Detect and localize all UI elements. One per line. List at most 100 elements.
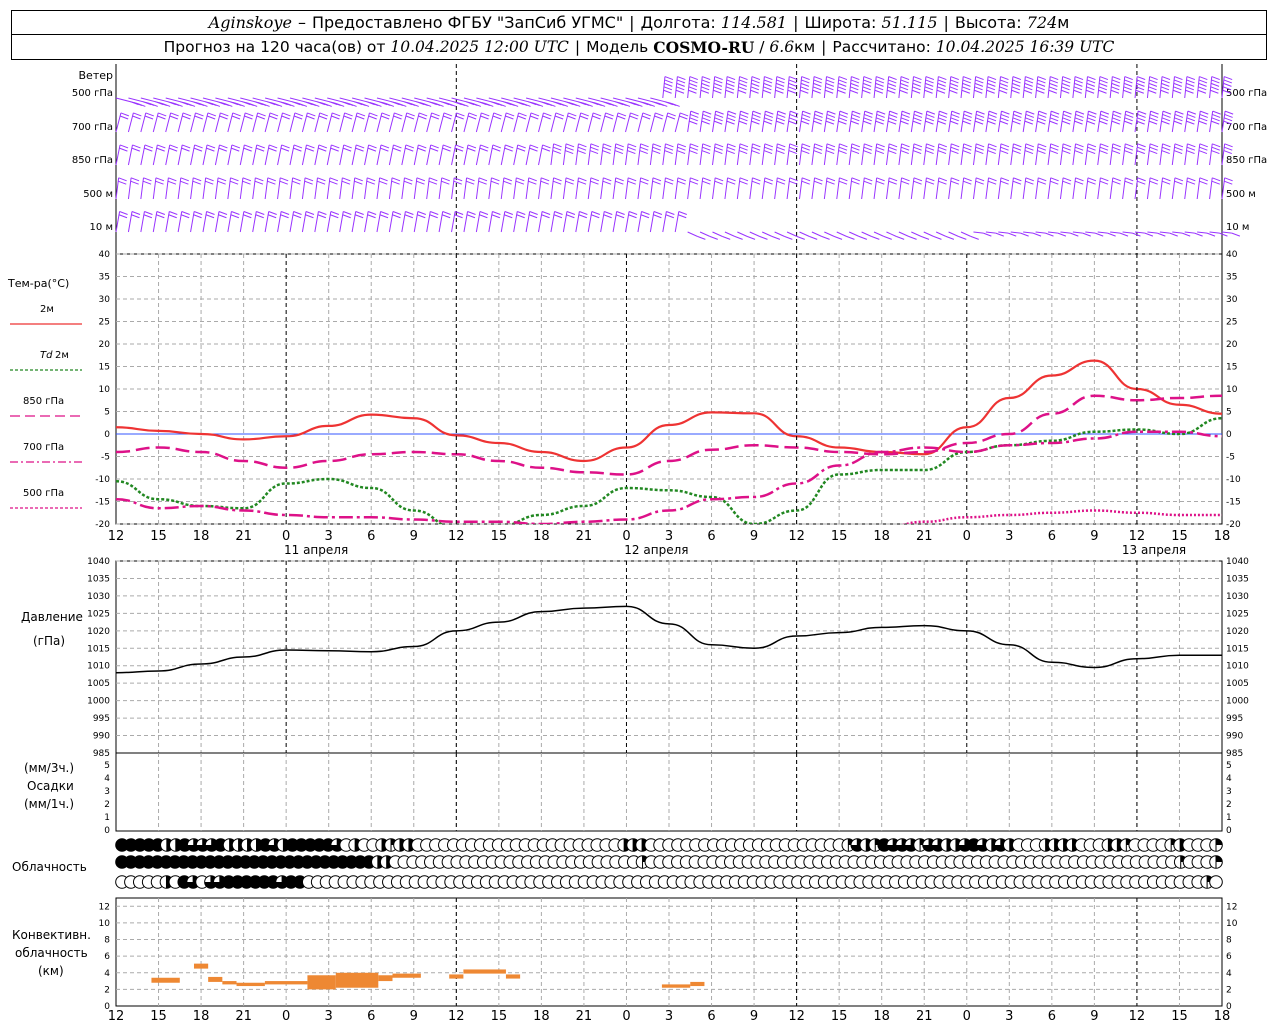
- wind-barb-feather: [332, 112, 341, 117]
- hour-tick-label: 3: [1005, 529, 1013, 544]
- wind-barb: [1122, 76, 1133, 99]
- wind-barb-shaft: [823, 177, 828, 200]
- wind-barb: [798, 143, 811, 166]
- wind-barb: [948, 143, 960, 166]
- wind-barb: [252, 177, 264, 200]
- wind-barb-feather: [130, 180, 139, 185]
- wind-barb-feather: [242, 177, 252, 182]
- wind-barb: [1047, 177, 1059, 200]
- wind-barb-shaft: [649, 211, 655, 233]
- wind-barb: [426, 211, 439, 233]
- wind-barb-shaft: [1022, 143, 1027, 166]
- wind-barb-shaft: [749, 143, 753, 166]
- wind-barb-feather: [963, 146, 972, 151]
- wind-barb-shaft: [711, 177, 716, 200]
- wind-barb-feather: [937, 86, 946, 91]
- wind-barb: [662, 211, 675, 233]
- hour-tick-label: 3: [665, 529, 673, 544]
- wind-barb-shaft: [1047, 177, 1052, 200]
- wind-barb-feather: [1036, 82, 1046, 87]
- conv-ytick-right: 6: [1226, 952, 1232, 962]
- wind-barb: [202, 211, 215, 233]
- wind-barb-feather: [503, 101, 512, 106]
- wind-barb: [1010, 76, 1022, 99]
- wind-barb-feather: [813, 117, 823, 122]
- precip-ytick: 2: [104, 800, 110, 810]
- wind-barb-feather: [752, 110, 762, 115]
- wind-barb-feather: [999, 82, 1008, 87]
- wind-barb-feather: [913, 180, 922, 185]
- wind-barb: [960, 177, 972, 200]
- wind-barb-shaft: [388, 177, 393, 200]
- wind-barb-shaft: [898, 143, 903, 166]
- wind-barb-feather: [515, 180, 525, 185]
- wind-barb-feather: [1037, 146, 1046, 151]
- wind-barb-shaft: [687, 177, 691, 200]
- wind-barb-feather: [995, 232, 1004, 237]
- wind-barb: [252, 211, 265, 233]
- wind-barb: [761, 177, 774, 200]
- wind-barb-feather: [193, 147, 203, 152]
- wind-barb-shaft: [388, 112, 395, 133]
- wind-barb-feather: [1186, 82, 1195, 87]
- wind-barb-shaft: [972, 143, 977, 166]
- wind-barb-shaft: [960, 177, 965, 200]
- wind-barb-feather: [912, 86, 921, 91]
- wind-barb: [500, 177, 513, 200]
- hour-tick-label: 15: [831, 529, 848, 544]
- wind-barb-feather: [1161, 76, 1171, 81]
- wind-barb: [277, 211, 290, 233]
- wind-barb-feather: [441, 177, 450, 182]
- wind-barb: [811, 143, 823, 166]
- wind-barb: [550, 112, 565, 133]
- wind-barb-feather: [342, 177, 351, 182]
- wind-barb-feather: [1038, 113, 1047, 118]
- wind-barb-feather: [145, 112, 154, 117]
- wind-barb-feather: [664, 101, 674, 106]
- precip-ytick: 5: [104, 761, 110, 771]
- wind-barb: [115, 112, 130, 133]
- hour-tick-label-bottom: 21: [235, 1009, 252, 1024]
- wind-barb-feather: [750, 89, 759, 94]
- wind-barb: [761, 110, 774, 133]
- pressure-yunit: (гПа): [33, 634, 65, 648]
- wind-barb: [463, 112, 478, 133]
- wind-barb-shaft: [376, 177, 381, 200]
- hour-tick-label-bottom: 15: [831, 1009, 848, 1024]
- wind-barb-shaft: [923, 231, 934, 237]
- wind-barb-feather: [951, 113, 960, 118]
- wind-barb-feather: [431, 112, 440, 117]
- temp-ytick-right: 35: [1226, 273, 1237, 283]
- wind-barb-shaft: [948, 177, 952, 200]
- wind-barb-shaft: [935, 143, 940, 166]
- wind-barb-shaft: [301, 211, 307, 233]
- wind-barb-feather: [838, 117, 848, 122]
- precip-ytick-right: 1: [1226, 813, 1232, 823]
- wind-barb-shaft: [388, 144, 394, 166]
- wind-barb-feather: [874, 86, 884, 91]
- wind-barb-feather: [1037, 79, 1046, 84]
- wind-barb: [202, 177, 214, 200]
- cloud-circle: [1209, 875, 1223, 889]
- wind-barb-feather: [739, 143, 749, 148]
- wind-barb-feather: [796, 235, 805, 240]
- wind-barb-feather: [355, 144, 365, 149]
- wind-barb-feather: [777, 113, 786, 118]
- wind-barb-feather: [888, 76, 897, 81]
- wind-barb-feather: [417, 147, 426, 152]
- wind-barb-feather: [356, 115, 365, 120]
- wind-barb-feather: [871, 235, 880, 240]
- wind-barb-feather: [1025, 180, 1034, 185]
- wind-barb-shaft: [277, 211, 282, 233]
- wind-level-label-right: 500 м: [1226, 189, 1256, 200]
- wind-barb-feather: [1062, 117, 1071, 122]
- wind-barb: [463, 97, 494, 107]
- wind-barb-feather: [403, 180, 413, 185]
- wind-barb-feather: [1124, 76, 1133, 81]
- wind-barb: [711, 76, 723, 99]
- wind-barb-feather: [949, 82, 959, 87]
- wind-barb-feather: [987, 117, 997, 122]
- conv-bar: [264, 981, 308, 985]
- wind-barb-feather: [875, 79, 885, 84]
- wind-barb-feather: [182, 112, 192, 117]
